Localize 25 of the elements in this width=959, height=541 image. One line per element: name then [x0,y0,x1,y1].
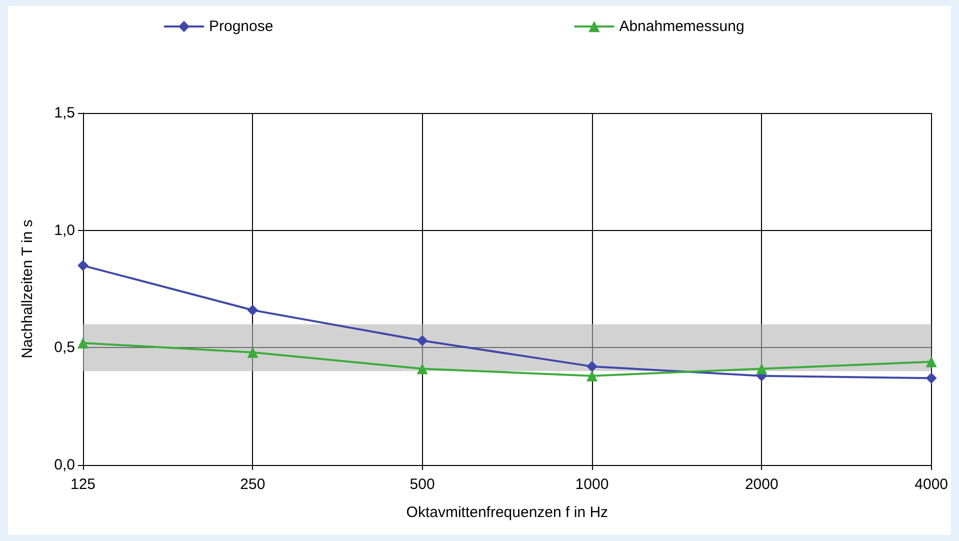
point [926,372,937,384]
y-tick-label: 0,5 [54,339,75,356]
point [78,260,88,272]
y-tick-label: 1,5 [54,104,75,122]
point [926,356,937,368]
x-axis-title: Oktavmittenfrequenzen f in Hz [406,504,608,521]
y-tick-label: 0,0 [54,456,75,474]
x-tick-label: 250 [240,476,266,493]
legend-label: Abnahmemessung [619,18,744,35]
x-tick-label: 125 [70,476,96,493]
point [247,304,258,316]
x-tick-label: 2000 [744,476,778,493]
point [247,346,258,358]
point [78,337,88,348]
point [586,360,598,372]
point [416,363,428,374]
x-tick-label: 1000 [575,476,609,493]
y-axis-title: Nachhallzeiten T in s [19,220,36,358]
point [416,335,428,346]
y-tick-label: 1,0 [54,222,75,239]
point [586,370,598,382]
x-tick-label: 4000 [914,476,948,493]
legend-label: Prognose [209,18,274,35]
point [756,363,768,374]
x-tick-label: 500 [410,476,435,493]
